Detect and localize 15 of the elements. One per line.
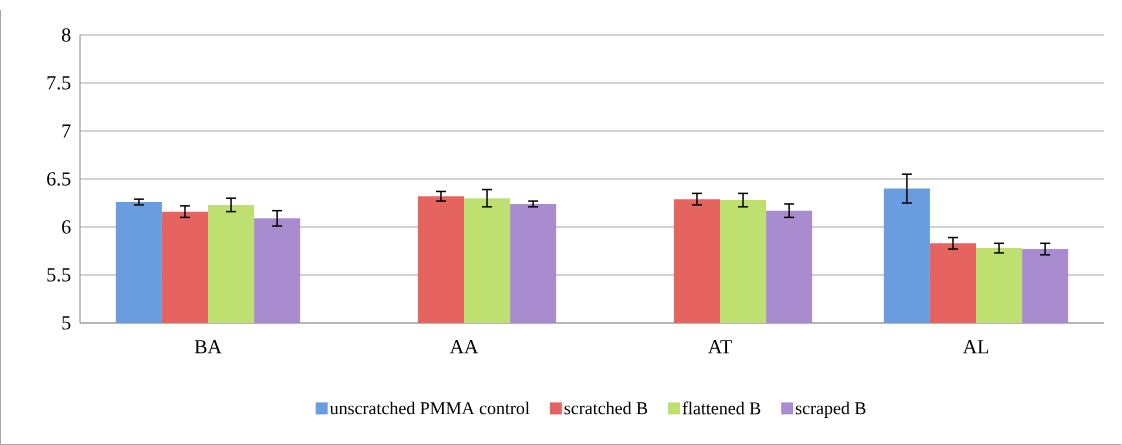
x-tick-label: AL <box>962 340 989 354</box>
legend-label: unscratched PMMA control <box>329 401 530 415</box>
y-tick-label: 5.5 <box>47 268 71 282</box>
y-tick-label: 6 <box>62 220 71 234</box>
y-tick-label: 6.5 <box>47 172 71 186</box>
x-tick-label: AA <box>449 340 479 354</box>
legend-label: scratched B <box>564 401 648 415</box>
x-tick-label: AT <box>708 340 732 354</box>
y-tick-label: 5 <box>62 316 71 330</box>
y-tick-label: 7.5 <box>47 76 71 90</box>
legend-label: scraped B <box>795 401 866 418</box>
legend-label: flattened B <box>682 401 761 415</box>
y-tick-label: 7 <box>62 124 71 138</box>
x-tick-label: BA <box>194 340 222 354</box>
y-tick-label: 8 <box>61 28 71 42</box>
